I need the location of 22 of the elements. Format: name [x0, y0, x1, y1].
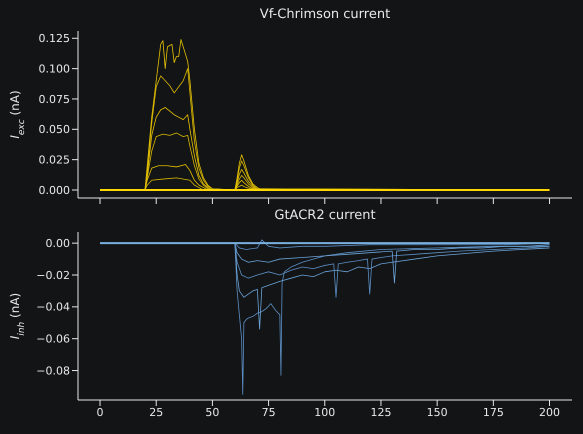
y-tick-label: −0.08: [36, 364, 70, 378]
chart-title: Vf-Chrimson current: [258, 7, 392, 22]
x-tick-label: 175: [482, 406, 504, 419]
x-tick-label: 25: [149, 406, 164, 419]
y-tick-label: 0.050: [38, 123, 70, 136]
x-tick-label: 125: [370, 406, 392, 419]
x-tick-label: 0: [96, 406, 104, 419]
y-tick-label: 0.00: [46, 237, 70, 250]
y-tick-label: 0.000: [38, 184, 70, 197]
y-tick-label: 0.075: [38, 92, 70, 106]
y-tick-label: −0.04: [36, 300, 70, 314]
y-tick-label: 0.025: [38, 154, 70, 167]
x-tick-label: 150: [426, 406, 448, 419]
x-tick-label: 75: [262, 406, 276, 419]
chart-title: GtACR2 current: [273, 208, 377, 223]
y-tick-label: −0.02: [36, 268, 70, 282]
x-tick-label: 50: [205, 406, 220, 419]
x-tick-label: 100: [314, 406, 336, 419]
y-tick-label: 0.100: [38, 62, 70, 76]
y-tick-label: 0.125: [38, 32, 70, 46]
y-tick-label: −0.06: [36, 332, 70, 346]
x-tick-label: 200: [539, 406, 560, 419]
